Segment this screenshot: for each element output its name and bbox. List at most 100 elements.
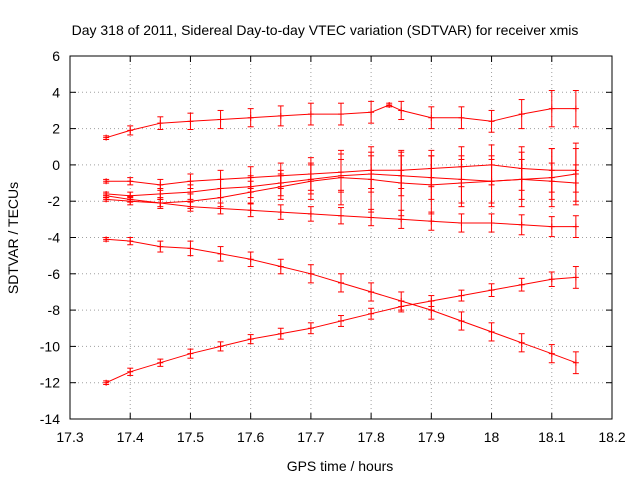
series-layer bbox=[103, 89, 579, 386]
x-tick-label: 17.8 bbox=[357, 429, 384, 445]
data-point bbox=[518, 339, 525, 346]
x-tick-label: 17.7 bbox=[297, 429, 324, 445]
series-s6 bbox=[103, 236, 579, 375]
data-point bbox=[277, 183, 284, 190]
data-point bbox=[458, 219, 465, 226]
y-axis-label: SDTVAR / TECUs bbox=[5, 182, 21, 294]
data-point bbox=[428, 181, 435, 188]
data-point bbox=[572, 274, 579, 281]
data-point bbox=[572, 223, 579, 230]
data-point bbox=[488, 219, 495, 226]
data-point bbox=[157, 243, 164, 250]
data-point bbox=[518, 281, 525, 288]
y-tick-label: 0 bbox=[52, 157, 60, 173]
axis-ticks: 17.3 17.4 17.5 17.6 17.7 17.8 17.9 18 18.1 18.2 -1… bbox=[40, 48, 626, 445]
data-point bbox=[217, 116, 224, 123]
data-point bbox=[157, 120, 164, 127]
x-tick-label: 17.4 bbox=[117, 429, 144, 445]
data-point bbox=[518, 176, 525, 183]
data-point bbox=[217, 205, 224, 212]
data-point bbox=[277, 209, 284, 216]
data-point bbox=[338, 317, 344, 324]
y-tick-label: 4 bbox=[52, 84, 60, 100]
data-point bbox=[157, 359, 164, 366]
data-point bbox=[398, 303, 405, 310]
data-point bbox=[157, 181, 164, 188]
data-point bbox=[338, 174, 344, 181]
data-point bbox=[277, 330, 284, 337]
data-point bbox=[572, 105, 579, 112]
data-point bbox=[307, 210, 314, 217]
data-point bbox=[428, 307, 435, 314]
data-point bbox=[488, 328, 495, 335]
data-point bbox=[187, 245, 194, 252]
data-point bbox=[572, 180, 579, 187]
chart-title: Day 318 of 2011, Sidereal Day-to-day VTE… bbox=[72, 22, 579, 38]
data-point bbox=[338, 212, 344, 219]
data-point bbox=[103, 379, 110, 386]
data-point bbox=[428, 114, 435, 121]
x-axis-label: GPS time / hours bbox=[287, 458, 394, 474]
series-s5 bbox=[103, 192, 579, 238]
data-point bbox=[548, 178, 555, 185]
data-point bbox=[398, 180, 405, 187]
series-line bbox=[105, 276, 576, 384]
x-tick-label: 18 bbox=[484, 429, 500, 445]
data-point bbox=[103, 236, 110, 243]
data-point bbox=[247, 189, 254, 196]
data-point bbox=[307, 178, 314, 185]
data-point bbox=[187, 118, 194, 125]
data-point bbox=[217, 194, 224, 201]
data-point bbox=[488, 178, 495, 185]
data-point bbox=[548, 276, 555, 283]
data-point bbox=[247, 114, 254, 121]
x-tick-label: 17.5 bbox=[177, 429, 204, 445]
data-point bbox=[247, 207, 254, 214]
data-point bbox=[217, 343, 224, 350]
y-tick-label: -4 bbox=[48, 230, 61, 246]
data-point bbox=[518, 221, 525, 228]
data-point bbox=[127, 238, 134, 245]
x-tick-label: 18.2 bbox=[598, 429, 625, 445]
y-tick-label: -12 bbox=[40, 375, 60, 391]
data-point bbox=[338, 111, 344, 118]
data-point bbox=[548, 350, 555, 357]
y-tick-label: 2 bbox=[52, 121, 60, 137]
data-point bbox=[127, 368, 134, 375]
y-tick-label: -6 bbox=[48, 266, 61, 282]
data-point bbox=[488, 287, 495, 294]
data-point bbox=[458, 114, 465, 121]
data-point bbox=[187, 350, 194, 357]
data-point bbox=[458, 292, 465, 299]
data-point bbox=[518, 111, 525, 118]
series-s4 bbox=[103, 146, 579, 217]
data-point bbox=[428, 218, 435, 225]
data-point bbox=[368, 176, 375, 183]
data-point bbox=[157, 190, 164, 197]
data-point bbox=[368, 214, 375, 221]
x-tick-label: 17.9 bbox=[418, 429, 445, 445]
data-point bbox=[307, 111, 314, 118]
series-line bbox=[105, 104, 576, 139]
data-point bbox=[548, 105, 555, 112]
data-point bbox=[187, 178, 194, 185]
data-point bbox=[277, 112, 284, 119]
data-point bbox=[368, 288, 375, 295]
y-tick-label: -2 bbox=[48, 193, 61, 209]
data-point bbox=[458, 317, 465, 324]
data-point bbox=[548, 223, 555, 230]
data-point bbox=[386, 102, 393, 109]
data-point bbox=[368, 310, 375, 317]
data-point bbox=[307, 270, 314, 277]
data-point bbox=[488, 118, 495, 125]
data-point bbox=[307, 325, 314, 332]
data-point bbox=[398, 216, 405, 223]
data-point bbox=[127, 196, 134, 203]
data-point bbox=[277, 263, 284, 270]
data-point bbox=[368, 109, 375, 116]
series-s7 bbox=[103, 266, 579, 386]
data-point bbox=[247, 256, 254, 263]
data-point bbox=[157, 200, 164, 207]
data-point bbox=[428, 298, 435, 305]
